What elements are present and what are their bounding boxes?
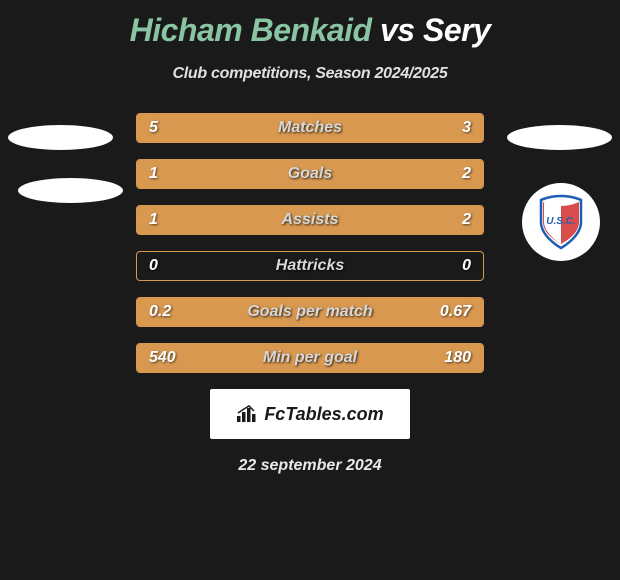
- stat-value-left: 1: [149, 165, 158, 183]
- stat-label: Assists: [282, 211, 339, 229]
- player2-name: Sery: [423, 12, 490, 48]
- stat-value-right: 0.67: [440, 303, 471, 321]
- stat-value-right: 0: [462, 257, 471, 275]
- stat-label: Goals: [288, 165, 332, 183]
- stat-value-right: 3: [462, 119, 471, 137]
- vs-text: vs: [380, 12, 415, 48]
- date: 22 september 2024: [0, 457, 620, 475]
- avatar-right-1: [507, 125, 612, 150]
- stat-value-right: 2: [462, 165, 471, 183]
- svg-text:U.S.C.: U.S.C.: [546, 216, 575, 227]
- chart-icon: [236, 405, 258, 423]
- shield-icon: U.S.C.: [531, 192, 591, 252]
- stat-value-left: 5: [149, 119, 158, 137]
- stat-row: 5 3 Matches: [136, 113, 484, 143]
- stat-value-left: 0: [149, 257, 158, 275]
- stat-label: Goals per match: [247, 303, 372, 321]
- avatar-left-2: [18, 178, 123, 203]
- stat-value-left: 1: [149, 211, 158, 229]
- club-badge: U.S.C.: [522, 183, 600, 261]
- stat-value-left: 0.2: [149, 303, 171, 321]
- stat-label: Hattricks: [276, 257, 344, 275]
- stat-row: 1 2 Goals: [136, 159, 484, 189]
- stat-row: 0.2 0.67 Goals per match: [136, 297, 484, 327]
- avatar-left-1: [8, 125, 113, 150]
- stats-container: 53Matches12Goals12Assists00Hattricks0.20…: [136, 113, 484, 373]
- stat-label: Matches: [278, 119, 342, 137]
- subtitle: Club competitions, Season 2024/2025: [0, 65, 620, 83]
- comparison-title: Hicham Benkaid vs Sery: [0, 0, 620, 49]
- stat-row: 1 2 Assists: [136, 205, 484, 235]
- watermark: FcTables.com: [210, 389, 410, 439]
- watermark-text: FcTables.com: [264, 404, 383, 425]
- stat-value-right: 180: [444, 349, 471, 367]
- stat-value-left: 540: [149, 349, 176, 367]
- stat-value-right: 2: [462, 211, 471, 229]
- player1-name: Hicham Benkaid: [130, 12, 372, 48]
- stat-row: 540 180 Min per goal: [136, 343, 484, 373]
- stat-row: 0 0 Hattricks: [136, 251, 484, 281]
- stat-label: Min per goal: [263, 349, 357, 367]
